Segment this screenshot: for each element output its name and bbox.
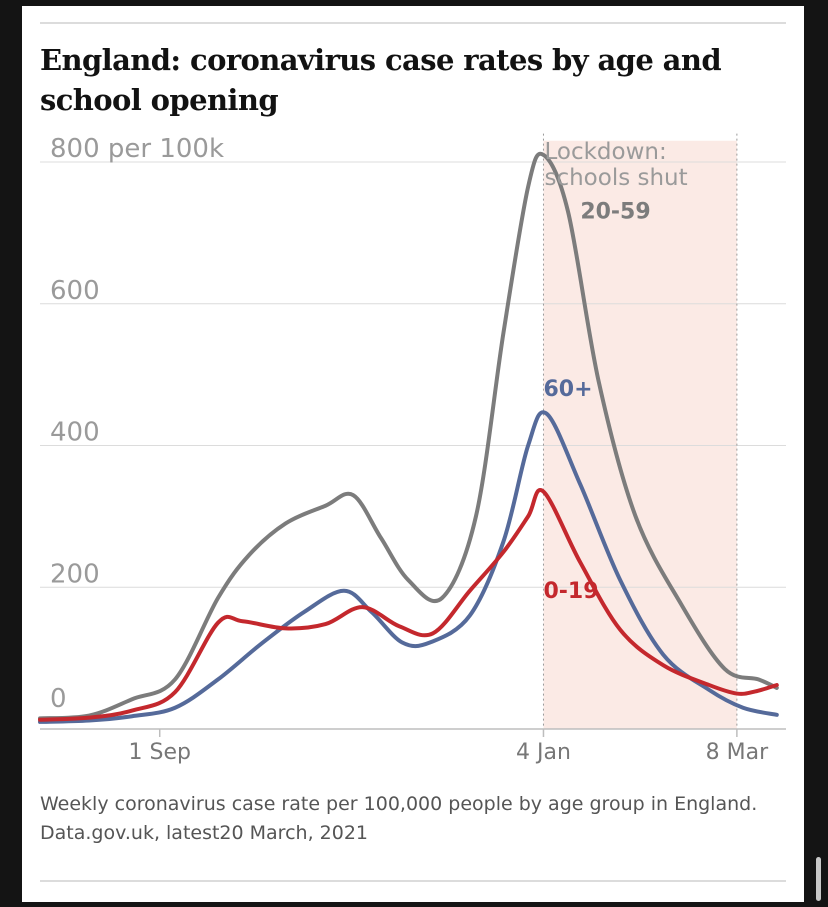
top-rule [40, 22, 786, 24]
series-line-20-59 [38, 151, 779, 721]
y-axis-ticks: 800 per 100k 600 400 200 0 [50, 134, 224, 714]
y-tick-label-600: 600 [50, 276, 100, 306]
lockdown-boundaries [542, 133, 738, 729]
series-line-60+ [38, 410, 779, 724]
y-tick-label-400: 400 [50, 418, 100, 448]
x-tick-label-2021-01-04: 4 Jan [516, 740, 571, 765]
series-label-60+: 60+ [543, 377, 592, 402]
caption-description: Weekly coronavirus case rate per 100,000… [40, 793, 758, 815]
x-tick-label-2020-09-01: 1 Sep [128, 740, 190, 765]
lockdown-shaded-region [543, 140, 737, 730]
chart-title: England: coronavirus case rates by age a… [40, 43, 722, 117]
caption-source: Data.gov.uk, latest20 March, 2021 [40, 822, 369, 844]
series-label-20-59: 20-59 [580, 200, 650, 225]
series-label-0-19: 0-19 [543, 579, 598, 604]
y-tick-label-800: 800 per 100k [50, 134, 224, 164]
y-tick-label-0: 0 [50, 684, 67, 714]
bottom-rule [40, 880, 786, 882]
series-lines [38, 151, 779, 724]
x-axis-ticks: 1 Sep 4 Jan 8 Mar [128, 729, 769, 765]
chart-caption: Weekly coronavirus case rate per 100,000… [40, 790, 790, 848]
lockdown-label-line1: Lockdown: [544, 139, 666, 165]
chart-card: England: coronavirus case rates by age a… [22, 6, 804, 902]
line-chart: 800 per 100k 600 400 200 0 1 Sep 4 Jan 8 Mar L… [38, 133, 786, 765]
scrollbar[interactable] [816, 857, 821, 901]
y-tick-label-200: 200 [50, 559, 100, 589]
lockdown-label-line2: schools shut [544, 165, 687, 191]
x-tick-label-2021-03-08: 8 Mar [706, 740, 769, 765]
series-line-0-19 [38, 488, 779, 722]
annotation-labels: Lockdown:schools shut 20-59 60+ 0-19 [543, 139, 687, 604]
